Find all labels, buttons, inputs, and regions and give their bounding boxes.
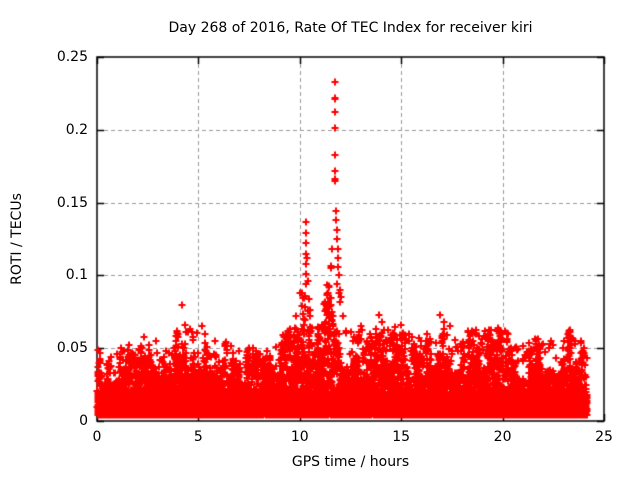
y-tick-label: 0.1 — [65, 267, 88, 284]
x-tick-label: 5 — [193, 429, 203, 445]
x-tick-label: 25 — [595, 429, 613, 445]
y-tick-label: 0.2 — [65, 121, 88, 138]
y-tick-label: 0.15 — [56, 194, 88, 211]
y-tick-label: 0.25 — [56, 49, 88, 65]
chart-title: Day 268 of 2016, Rate Of TEC Index for r… — [168, 20, 533, 36]
x-tick-label: 0 — [92, 429, 102, 445]
x-axis-label: GPS time / hours — [291, 454, 410, 470]
y-tick-label: 0 — [79, 413, 88, 429]
x-tick-label: 15 — [392, 429, 411, 445]
x-tick-label: 20 — [493, 429, 512, 445]
y-tick-label: 0.05 — [56, 340, 88, 357]
x-tick-label: 10 — [290, 429, 309, 445]
y-axis-label: ROTI / TECUs — [9, 193, 25, 285]
